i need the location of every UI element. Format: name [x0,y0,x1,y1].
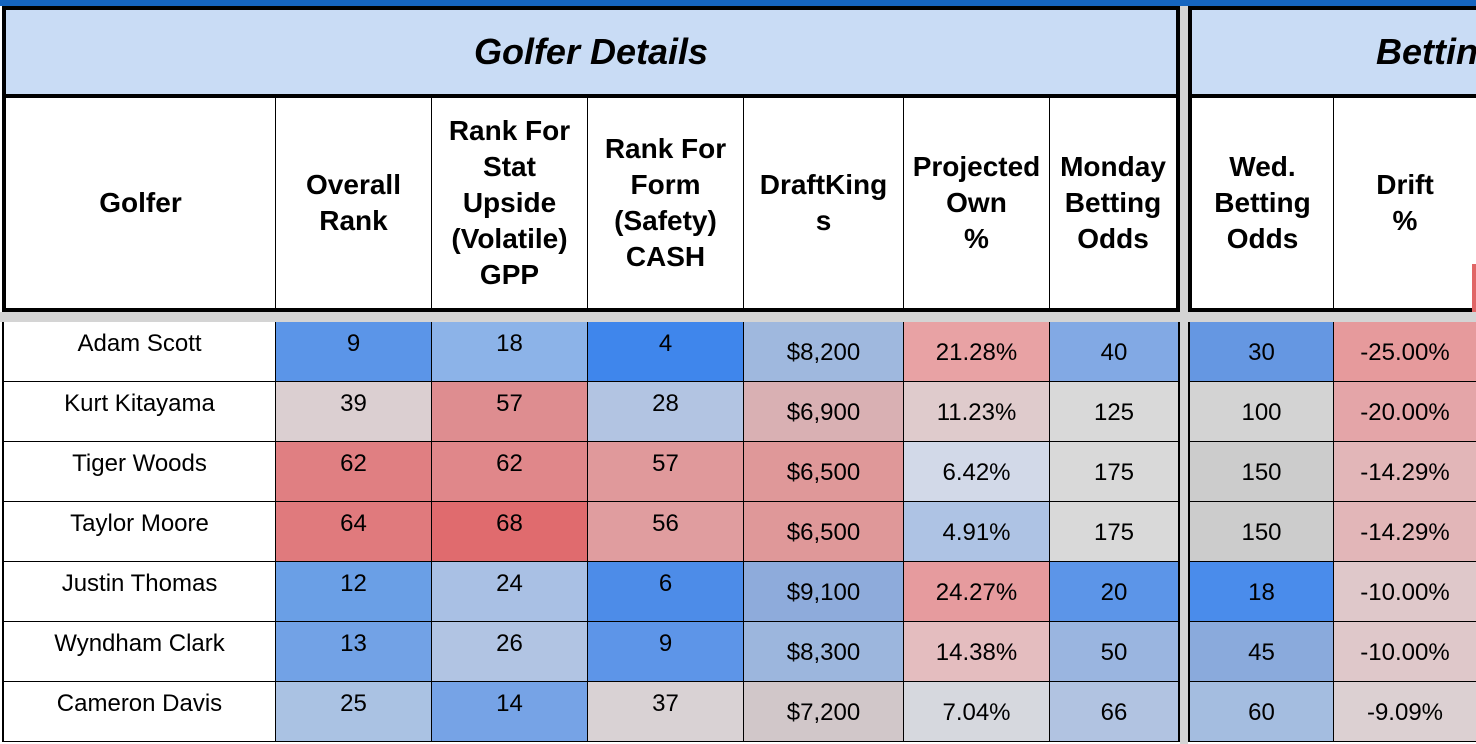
cell-own[interactable]: 7.04% [904,682,1050,742]
cell-form[interactable]: 37 [588,682,744,742]
cell-mon[interactable]: 20 [1050,562,1180,622]
cell-drift[interactable]: -20.00% [1334,382,1476,442]
top-accent-bar [0,0,1476,6]
column-header-rank-form-safety[interactable]: Rank For Form (Safety) CASH [588,98,744,312]
cell-drift[interactable]: -25.00% [1334,322,1476,382]
drift-color-strip [1472,264,1476,312]
cell-golfer[interactable]: Justin Thomas [2,562,276,622]
cell-overall[interactable]: 25 [276,682,432,742]
cell-overall[interactable]: 62 [276,442,432,502]
group-header-golfer-details: Golfer Details [2,6,1180,98]
cell-drift[interactable]: -14.29% [1334,442,1476,502]
cell-golfer[interactable]: Wyndham Clark [2,622,276,682]
cell-stat[interactable]: 18 [432,322,588,382]
frozen-column-gap [1180,6,1188,744]
cell-wed[interactable]: 45 [1188,622,1334,682]
cell-wed[interactable]: 150 [1188,502,1334,562]
cell-drift[interactable]: -10.00% [1334,622,1476,682]
cell-own[interactable]: 24.27% [904,562,1050,622]
cell-mon[interactable]: 40 [1050,322,1180,382]
cell-wed[interactable]: 100 [1188,382,1334,442]
cell-mon[interactable]: 175 [1050,442,1180,502]
column-header-wed-odds[interactable]: Wed. Betting Odds [1188,98,1334,312]
cell-drift[interactable]: -9.09% [1334,682,1476,742]
cell-form[interactable]: 6 [588,562,744,622]
cell-dk[interactable]: $6,500 [744,502,904,562]
cell-stat[interactable]: 62 [432,442,588,502]
cell-mon[interactable]: 50 [1050,622,1180,682]
column-header-draftkings[interactable]: DraftKing s [744,98,904,312]
cell-dk[interactable]: $7,200 [744,682,904,742]
cell-form[interactable]: 4 [588,322,744,382]
cell-dk[interactable]: $8,200 [744,322,904,382]
cell-dk[interactable]: $6,900 [744,382,904,442]
cell-drift[interactable]: -14.29% [1334,502,1476,562]
column-header-rank-stat-upside[interactable]: Rank For Stat Upside (Volatile) GPP [432,98,588,312]
cell-own[interactable]: 14.38% [904,622,1050,682]
cell-stat[interactable]: 24 [432,562,588,622]
cell-mon[interactable]: 66 [1050,682,1180,742]
cell-golfer[interactable]: Cameron Davis [2,682,276,742]
cell-drift[interactable]: -10.00% [1334,562,1476,622]
cell-wed[interactable]: 150 [1188,442,1334,502]
column-header-overall-rank[interactable]: Overall Rank [276,98,432,312]
column-header-drift[interactable]: Drift % [1334,98,1476,312]
cell-dk[interactable]: $9,100 [744,562,904,622]
cell-own[interactable]: 4.91% [904,502,1050,562]
column-header-monday-odds[interactable]: Monday Betting Odds [1050,98,1180,312]
cell-stat[interactable]: 68 [432,502,588,562]
cell-dk[interactable]: $6,500 [744,442,904,502]
cell-own[interactable]: 6.42% [904,442,1050,502]
cell-wed[interactable]: 18 [1188,562,1334,622]
group-header-betting: Betting [1188,6,1476,98]
cell-form[interactable]: 57 [588,442,744,502]
cell-wed[interactable]: 30 [1188,322,1334,382]
cell-golfer[interactable]: Taylor Moore [2,502,276,562]
cell-form[interactable]: 56 [588,502,744,562]
column-header-golfer[interactable]: Golfer [2,98,276,312]
cell-own[interactable]: 11.23% [904,382,1050,442]
cell-golfer[interactable]: Adam Scott [2,322,276,382]
cell-own[interactable]: 21.28% [904,322,1050,382]
column-header-projected-own[interactable]: Projected Own % [904,98,1050,312]
cell-mon[interactable]: 125 [1050,382,1180,442]
cell-overall[interactable]: 12 [276,562,432,622]
group-title-betting: Betting [1376,31,1476,72]
cell-stat[interactable]: 14 [432,682,588,742]
cell-overall[interactable]: 39 [276,382,432,442]
cell-stat[interactable]: 26 [432,622,588,682]
cell-overall[interactable]: 64 [276,502,432,562]
cell-overall[interactable]: 13 [276,622,432,682]
cell-golfer[interactable]: Tiger Woods [2,442,276,502]
cell-form[interactable]: 28 [588,382,744,442]
cell-golfer[interactable]: Kurt Kitayama [2,382,276,442]
cell-dk[interactable]: $8,300 [744,622,904,682]
cell-form[interactable]: 9 [588,622,744,682]
group-title-golfer-details: Golfer Details [473,31,709,72]
cell-wed[interactable]: 60 [1188,682,1334,742]
cell-mon[interactable]: 175 [1050,502,1180,562]
cell-stat[interactable]: 57 [432,382,588,442]
header-separator [0,312,1476,322]
cell-overall[interactable]: 9 [276,322,432,382]
